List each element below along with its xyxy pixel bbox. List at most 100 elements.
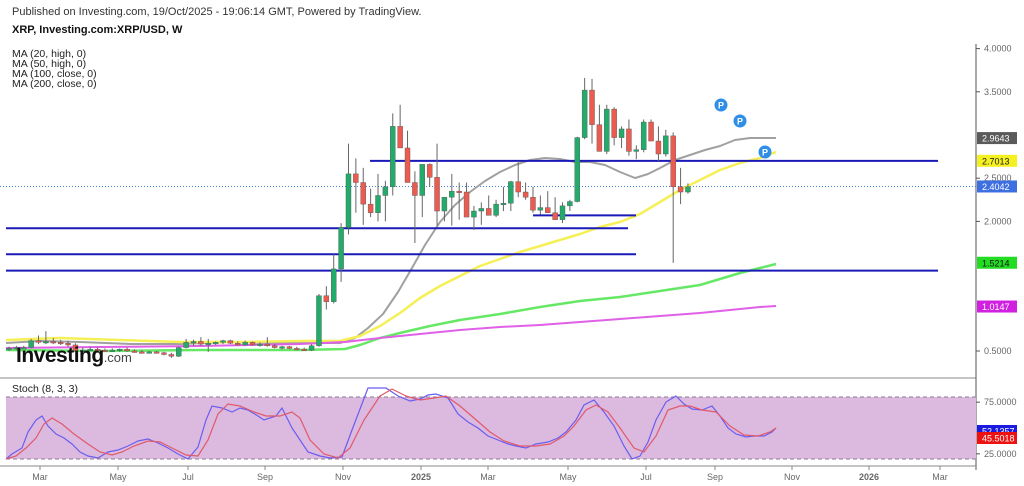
candle xyxy=(257,342,263,347)
candle xyxy=(176,346,182,358)
candle xyxy=(249,341,256,346)
svg-text:45.5018: 45.5018 xyxy=(982,434,1015,444)
ma-legend-item: MA (100, close, 0) xyxy=(12,68,97,80)
time-axis-tick: May xyxy=(109,472,127,482)
ma20-line xyxy=(5,137,776,345)
ma-legend: MA (20, high, 0) MA (50, high, 0) MA (10… xyxy=(12,49,97,90)
time-axis-tick: Mar xyxy=(480,472,496,482)
logo-main: Investing xyxy=(16,344,104,367)
time-axis-tick: May xyxy=(559,472,577,482)
candle xyxy=(131,349,138,353)
svg-text:P: P xyxy=(737,117,743,127)
candle xyxy=(456,182,462,220)
candle xyxy=(116,348,123,352)
candle xyxy=(596,104,603,152)
ma200-tag: 1.0147 xyxy=(977,300,1017,313)
candle xyxy=(35,335,42,345)
time-axis-tick: Sep xyxy=(707,472,723,482)
candle xyxy=(87,346,93,351)
candle xyxy=(124,347,130,352)
time-axis-tick: 2026 xyxy=(859,472,879,482)
svg-text:2.4042: 2.4042 xyxy=(982,182,1010,192)
stoch-band xyxy=(6,397,976,459)
symbol-title: XRP, Investing.com:XRP/USD, W xyxy=(12,24,183,36)
candle xyxy=(338,223,344,282)
candle xyxy=(463,182,470,218)
candle xyxy=(486,195,492,216)
candle xyxy=(294,346,300,351)
ma200-line xyxy=(5,305,777,349)
candle xyxy=(57,339,64,345)
time-axis-tick: Mar xyxy=(32,472,48,482)
time-axis-tick: Nov xyxy=(784,472,801,482)
candle xyxy=(367,188,374,218)
candle xyxy=(242,340,248,346)
candle xyxy=(286,345,293,350)
candle xyxy=(581,77,588,140)
candle xyxy=(94,347,101,351)
svg-text:1.0147: 1.0147 xyxy=(982,302,1010,312)
candle xyxy=(522,182,529,200)
candle xyxy=(670,132,676,263)
svg-text:P: P xyxy=(718,101,724,111)
svg-text:2.7013: 2.7013 xyxy=(982,156,1010,166)
stoch-d-tag: 45.5018 xyxy=(977,432,1017,444)
pivot-marker-icon[interactable]: P xyxy=(714,98,728,112)
pivot-marker-icon[interactable]: P xyxy=(758,145,772,159)
stoch-axis-tick: 75.0000 xyxy=(984,397,1017,407)
ma100-tag: 1.5214 xyxy=(977,256,1017,269)
time-axis-tick: Jul xyxy=(182,472,194,482)
candle xyxy=(6,346,12,351)
candle xyxy=(28,338,34,349)
candle xyxy=(235,341,241,346)
ma50-tag: 2.7013 xyxy=(977,154,1017,167)
svg-text:P: P xyxy=(762,148,768,158)
pivot-marker-icon[interactable]: P xyxy=(733,114,747,128)
time-axis-tick: Mar xyxy=(932,472,948,482)
candle xyxy=(500,186,507,212)
candle xyxy=(279,345,285,350)
candle xyxy=(685,183,691,194)
price-axis-tick: 2.0000 xyxy=(984,216,1012,226)
candle xyxy=(611,107,617,146)
candle xyxy=(382,180,389,222)
candle xyxy=(80,347,86,352)
stoch-k-line xyxy=(5,387,777,460)
candle xyxy=(308,344,315,351)
candle xyxy=(626,119,632,156)
candle xyxy=(530,186,536,213)
svg-text:1.5214: 1.5214 xyxy=(982,258,1010,268)
candle xyxy=(589,78,595,144)
ma-legend-item: MA (200, close, 0) xyxy=(12,78,97,90)
candle xyxy=(655,126,662,161)
last-price-tag: 2.4042 xyxy=(977,180,1017,193)
candle xyxy=(50,338,56,345)
candle xyxy=(663,129,669,157)
candle xyxy=(323,286,330,310)
candle xyxy=(316,293,322,347)
candle xyxy=(648,119,654,142)
stoch-title: Stoch (8, 3, 3) xyxy=(12,383,78,395)
candle xyxy=(220,339,226,345)
candle xyxy=(43,331,49,345)
candle xyxy=(633,145,639,160)
candle xyxy=(552,197,558,220)
candle xyxy=(618,126,625,148)
candle xyxy=(567,199,573,212)
ma-legend-item: MA (50, high, 0) xyxy=(12,58,87,70)
candle xyxy=(559,202,566,224)
svg-text:2.9643: 2.9643 xyxy=(982,134,1010,144)
candle xyxy=(13,345,20,351)
candle xyxy=(493,199,499,218)
candle xyxy=(404,130,411,183)
stoch-axis-tick: 25.0000 xyxy=(984,449,1017,459)
candle xyxy=(545,191,551,213)
candle xyxy=(264,337,270,347)
investing-logo: Investing.com xyxy=(16,344,132,368)
candle xyxy=(441,197,448,222)
candle xyxy=(153,351,160,354)
svg-text:52.1357: 52.1357 xyxy=(982,427,1015,437)
candle xyxy=(198,337,204,346)
ma100-line xyxy=(5,262,777,353)
